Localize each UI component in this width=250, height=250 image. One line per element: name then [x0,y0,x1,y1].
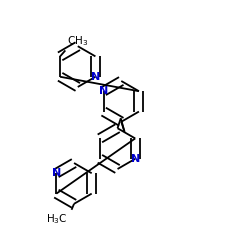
Text: N: N [99,86,108,96]
Text: CH$_3$: CH$_3$ [67,35,88,48]
Text: N: N [91,72,100,82]
Text: N: N [52,168,61,178]
Text: H$_3$C: H$_3$C [46,212,68,226]
Text: N: N [130,154,140,164]
